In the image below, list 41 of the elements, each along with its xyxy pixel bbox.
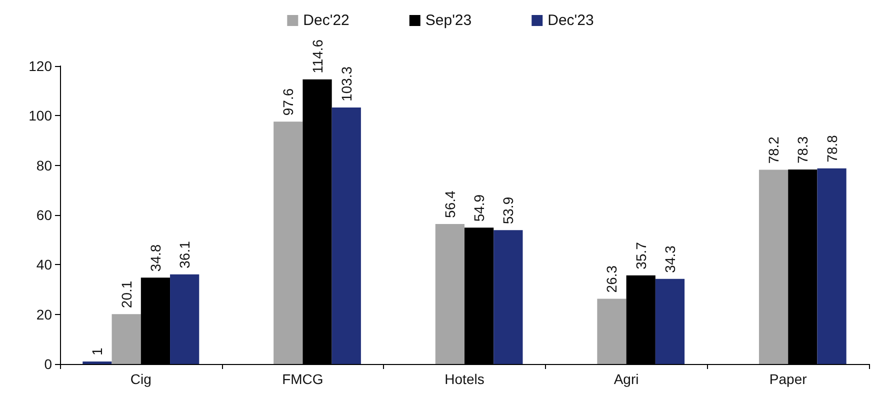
data-label: 78.8: [824, 134, 840, 162]
data-label: 78.3: [794, 136, 811, 164]
data-label: 114.6: [309, 39, 326, 74]
bar: [435, 224, 464, 364]
data-label: 103.3: [338, 66, 354, 102]
x-tick-label: Hotels: [444, 371, 484, 387]
data-label: 97.6: [280, 88, 296, 116]
data-label: 36.1: [176, 240, 193, 268]
data-label: 20.1: [118, 280, 134, 308]
y-tick-label: 100: [28, 108, 52, 124]
x-tick-label: Cig: [130, 371, 152, 387]
bar: [332, 107, 361, 364]
x-tick-label: Paper: [769, 371, 808, 387]
data-label: 26.3: [604, 265, 620, 293]
bar: [170, 274, 200, 364]
y-tick-label: 80: [36, 157, 52, 174]
x-tick-label: Agri: [614, 371, 639, 387]
bar: [817, 168, 846, 364]
y-tick-label: 60: [36, 207, 52, 223]
y-tick-label: 0: [44, 356, 52, 372]
bar: [655, 278, 685, 364]
bar: [274, 122, 303, 364]
bar: [494, 230, 523, 364]
legend-label: Dec'23: [548, 12, 594, 29]
data-label: 53.9: [500, 196, 516, 224]
legend-label: Sep'23: [425, 12, 472, 29]
data-label: 1: [89, 348, 106, 356]
data-label: 35.7: [632, 242, 649, 270]
bar: [758, 170, 788, 364]
data-label: 34.3: [662, 245, 678, 273]
data-label: 56.4: [442, 190, 458, 218]
y-tick-label: 40: [36, 256, 52, 273]
y-tick-label: 120: [28, 58, 52, 74]
legend-label: Dec'22: [303, 12, 350, 29]
data-label: 78.2: [766, 136, 782, 164]
data-label: 54.9: [471, 194, 488, 222]
bar: [597, 298, 626, 364]
x-tick-label: FMCG: [282, 371, 324, 387]
bar: [112, 314, 141, 364]
y-tick-label: 20: [36, 306, 52, 322]
data-label: 34.8: [147, 244, 164, 272]
